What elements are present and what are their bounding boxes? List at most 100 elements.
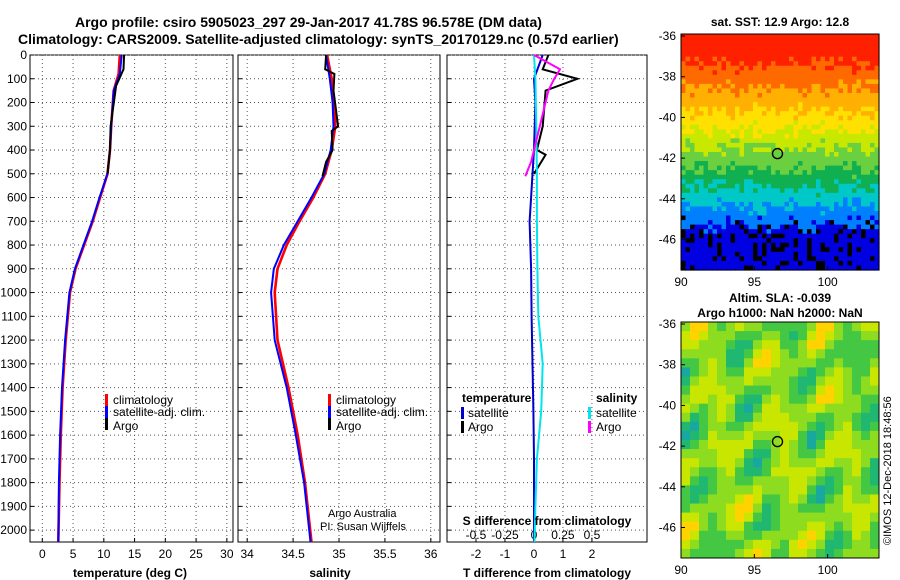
sst-cell bbox=[856, 38, 862, 44]
sst-cell bbox=[865, 242, 871, 248]
sst-cell bbox=[739, 224, 745, 230]
sst-cell bbox=[870, 83, 876, 90]
sst-cell bbox=[784, 70, 790, 76]
sst-cell bbox=[735, 61, 741, 67]
map-y-tick-label: -46 bbox=[659, 520, 677, 534]
sst-cell bbox=[735, 174, 741, 180]
sst-cell bbox=[766, 65, 772, 71]
sst-cell bbox=[874, 47, 880, 53]
sst-cell bbox=[843, 61, 849, 67]
sla-cell bbox=[726, 530, 736, 541]
sst-cell bbox=[802, 156, 808, 162]
sst-cell bbox=[712, 106, 718, 112]
sst-cell bbox=[838, 156, 844, 162]
sst-cell bbox=[811, 256, 817, 262]
sst-cell bbox=[699, 79, 705, 85]
sla-cell bbox=[816, 467, 826, 477]
sst-cell bbox=[703, 229, 709, 235]
sst-cell bbox=[730, 229, 736, 235]
sst-cell bbox=[834, 65, 840, 71]
sst-cell bbox=[865, 147, 871, 153]
sst-cell bbox=[703, 83, 709, 90]
sst-cell bbox=[753, 161, 759, 167]
sst-cell bbox=[856, 161, 862, 167]
sst-cell bbox=[739, 83, 745, 90]
sst-cell bbox=[843, 120, 849, 126]
sla-cell bbox=[780, 521, 790, 532]
sst-cell bbox=[757, 120, 763, 126]
sst-cell bbox=[717, 233, 723, 239]
sst-cell bbox=[726, 265, 732, 271]
sla-cell bbox=[771, 476, 781, 486]
sst-cell bbox=[793, 61, 799, 67]
sst-cell bbox=[780, 192, 786, 198]
sst-cell bbox=[703, 174, 709, 180]
sst-cell bbox=[690, 161, 696, 167]
sst-cell bbox=[708, 97, 714, 103]
sst-cell bbox=[762, 34, 768, 40]
sst-cell bbox=[811, 124, 817, 130]
sst-cell bbox=[780, 197, 786, 203]
sla-cell bbox=[825, 485, 835, 495]
sst-cell bbox=[802, 133, 808, 139]
sla-cell bbox=[762, 548, 772, 559]
sla-cell bbox=[735, 376, 745, 387]
sst-cell bbox=[807, 124, 813, 130]
sst-cell bbox=[726, 38, 732, 44]
sst-cell bbox=[856, 260, 862, 267]
sst-cell bbox=[847, 192, 853, 198]
sst-cell bbox=[721, 260, 727, 267]
sla-cell bbox=[690, 440, 700, 450]
sla-cell bbox=[843, 458, 853, 468]
sst-cell bbox=[775, 120, 781, 126]
sst-cell bbox=[820, 265, 826, 271]
sla-cell bbox=[744, 430, 754, 441]
sla-cell bbox=[708, 367, 718, 377]
sst-cell bbox=[699, 133, 705, 139]
sst-cell bbox=[798, 179, 804, 185]
sst-cell bbox=[861, 179, 867, 185]
sst-cell bbox=[681, 256, 687, 262]
sst-cell bbox=[798, 165, 804, 171]
sst-cell bbox=[699, 201, 705, 208]
sst-cell bbox=[820, 152, 826, 158]
sst-cell bbox=[843, 215, 849, 221]
sst-cell bbox=[712, 251, 718, 257]
sst-cell bbox=[784, 83, 790, 90]
sla-cell bbox=[690, 548, 700, 559]
sst-cell bbox=[870, 224, 876, 230]
sla-cell bbox=[798, 376, 808, 387]
sst-cell bbox=[861, 93, 867, 99]
sst-cell bbox=[816, 229, 822, 235]
sst-cell bbox=[681, 79, 687, 85]
depth-tick-label: 0 bbox=[20, 48, 27, 62]
sst-cell bbox=[721, 142, 727, 149]
sst-cell bbox=[694, 129, 700, 135]
sla-cell bbox=[753, 476, 763, 486]
sst-cell bbox=[699, 220, 705, 226]
sst-cell bbox=[753, 93, 759, 99]
sst-cell bbox=[766, 47, 772, 53]
sst-cell bbox=[861, 70, 867, 76]
sst-cell bbox=[861, 124, 867, 130]
sst-cell bbox=[861, 233, 867, 239]
sst-cell bbox=[793, 56, 799, 62]
sst-cell bbox=[843, 183, 849, 189]
sst-cell bbox=[739, 115, 745, 121]
sst-cell bbox=[739, 111, 745, 117]
sst-cell bbox=[766, 192, 772, 198]
sst-cell bbox=[874, 74, 880, 80]
sst-cell bbox=[771, 161, 777, 167]
sst-cell bbox=[789, 138, 795, 144]
sst-cell bbox=[784, 88, 790, 94]
sst-cell bbox=[717, 52, 723, 58]
sst-cell bbox=[685, 56, 691, 62]
sst-cell bbox=[789, 133, 795, 139]
sst-cell bbox=[762, 138, 768, 144]
sst-cell bbox=[816, 211, 822, 217]
sst-cell bbox=[825, 88, 831, 94]
sla-cell bbox=[771, 340, 781, 350]
sst-cell bbox=[798, 43, 804, 49]
sst-cell bbox=[762, 161, 768, 167]
sst-cell bbox=[739, 47, 745, 53]
